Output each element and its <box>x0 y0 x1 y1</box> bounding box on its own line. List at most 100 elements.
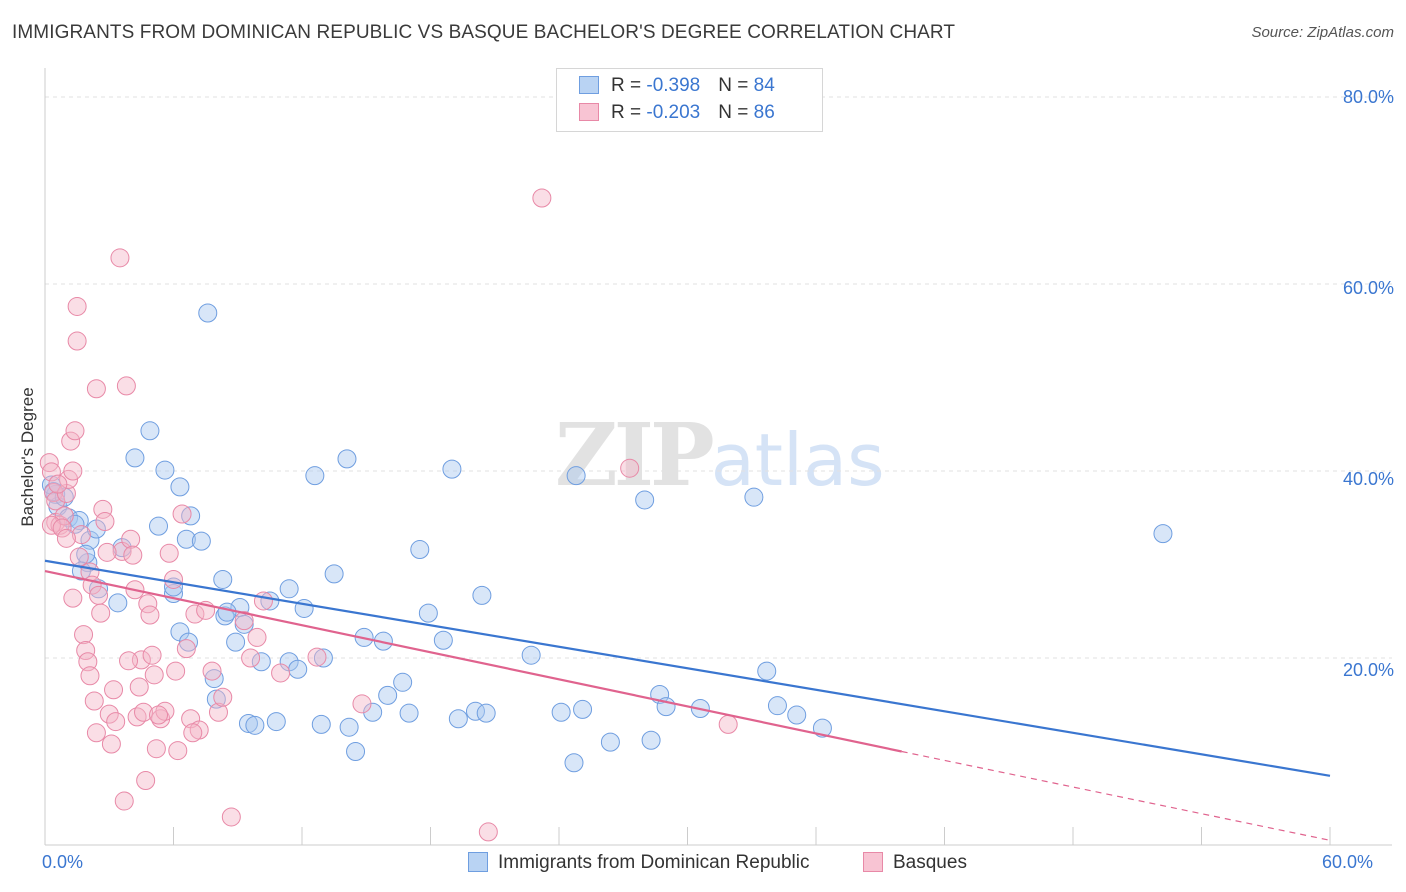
data-point-basques <box>352 694 372 714</box>
data-point-dominican <box>476 703 496 723</box>
data-point-dominican <box>140 421 160 441</box>
data-point-dominican <box>170 477 190 497</box>
data-point-basques <box>95 511 115 531</box>
data-point-basques <box>168 741 188 761</box>
data-point-dominican <box>108 593 128 613</box>
data-point-dominican <box>757 661 777 681</box>
data-point-dominican <box>305 466 325 486</box>
data-point-dominican <box>266 712 286 732</box>
data-point-basques <box>234 611 254 631</box>
data-point-dominican <box>337 449 357 469</box>
data-point-basques <box>121 529 141 549</box>
y-tick-label: 40.0% <box>1342 469 1394 489</box>
data-point-dominican <box>324 564 344 584</box>
data-point-dominican <box>204 669 224 689</box>
legend-label: Basques <box>893 852 967 873</box>
data-point-dominican <box>410 540 430 560</box>
data-point-basques <box>129 677 149 697</box>
data-point-dominican <box>767 696 787 716</box>
legend-label: Immigrants from Dominican Republic <box>498 852 810 873</box>
data-point-basques <box>307 647 327 667</box>
data-point-dominican <box>744 487 764 507</box>
data-point-basques <box>41 515 61 535</box>
data-point-basques <box>159 543 179 563</box>
data-point-basques <box>119 651 139 671</box>
data-point-dominican <box>288 659 308 679</box>
chart-title: IMMIGRANTS FROM DOMINICAN REPUBLIC VS BA… <box>12 22 956 43</box>
data-point-basques <box>106 712 126 732</box>
data-point-basques <box>71 525 91 545</box>
data-point-basques <box>271 663 291 683</box>
data-point-dominican <box>378 685 398 705</box>
data-point-dominican <box>155 460 175 480</box>
legend-swatch-pink <box>863 852 883 872</box>
data-point-basques <box>208 702 228 722</box>
series-basques-points <box>39 188 738 842</box>
y-tick-label: 20.0% <box>1342 660 1394 680</box>
data-point-basques <box>144 665 164 685</box>
data-point-basques <box>136 770 156 790</box>
data-point-basques <box>116 376 136 396</box>
data-point-dominican <box>448 709 468 729</box>
data-point-dominican <box>812 718 832 738</box>
data-point-dominican <box>125 448 145 468</box>
data-point-basques <box>65 421 85 441</box>
data-point-basques <box>140 605 160 625</box>
data-point-basques <box>67 296 87 316</box>
data-point-basques <box>99 704 119 724</box>
data-point-dominican <box>191 531 211 551</box>
data-point-dominican <box>393 672 413 692</box>
data-point-basques <box>69 547 89 567</box>
data-point-dominican <box>217 602 237 622</box>
data-point-dominican <box>198 303 218 323</box>
legend-item-basques[interactable]: Basques <box>863 852 967 874</box>
data-point-basques <box>247 627 267 647</box>
data-point-basques <box>532 188 552 208</box>
data-point-basques <box>74 625 94 645</box>
data-point-dominican <box>787 705 807 725</box>
data-point-dominican <box>149 516 169 536</box>
trend-line-basques-extrapolated <box>901 750 1331 841</box>
data-point-basques <box>91 603 111 623</box>
data-point-dominican <box>245 715 265 735</box>
source-label: Source: ZipAtlas.com <box>1251 24 1394 41</box>
n-value: 84 <box>753 75 775 96</box>
x-tick-label: 60.0% <box>1322 852 1374 872</box>
legend-item-dominican[interactable]: Immigrants from Dominican Republic <box>468 852 810 874</box>
data-point-basques <box>67 331 87 351</box>
data-point-basques <box>172 504 192 524</box>
data-point-basques <box>114 791 134 811</box>
data-point-basques <box>86 723 106 743</box>
data-point-basques <box>80 666 100 686</box>
data-point-dominican <box>238 713 258 733</box>
data-point-dominican <box>213 569 233 589</box>
data-point-basques <box>164 569 183 589</box>
stats-row-dominican: R = -0.398 N = 84 <box>579 75 775 99</box>
data-point-dominican <box>226 632 246 652</box>
data-point-dominican <box>251 652 271 672</box>
data-point-dominican <box>573 699 593 719</box>
data-point-basques <box>110 248 130 268</box>
data-point-dominican <box>472 585 492 605</box>
data-point-basques <box>183 723 203 743</box>
data-point-basques <box>478 822 498 842</box>
stats-row-basques: R = -0.203 N = 86 <box>579 102 775 126</box>
data-point-basques <box>142 645 162 665</box>
series-dominican-points <box>41 303 1173 773</box>
legend-swatch-blue <box>579 76 599 94</box>
trend-line-dominican <box>44 559 1331 777</box>
data-point-basques <box>241 648 261 668</box>
data-point-basques <box>213 687 233 707</box>
data-point-basques <box>221 807 241 827</box>
data-point-basques <box>176 639 196 659</box>
data-point-basques <box>718 714 738 734</box>
trend-lines <box>44 559 1331 841</box>
data-point-basques <box>54 506 74 526</box>
data-point-dominican <box>313 648 333 668</box>
data-point-basques <box>39 453 59 473</box>
data-point-basques <box>93 499 113 519</box>
data-point-basques <box>48 474 68 494</box>
data-point-basques <box>46 491 66 511</box>
data-point-dominican <box>564 753 584 773</box>
